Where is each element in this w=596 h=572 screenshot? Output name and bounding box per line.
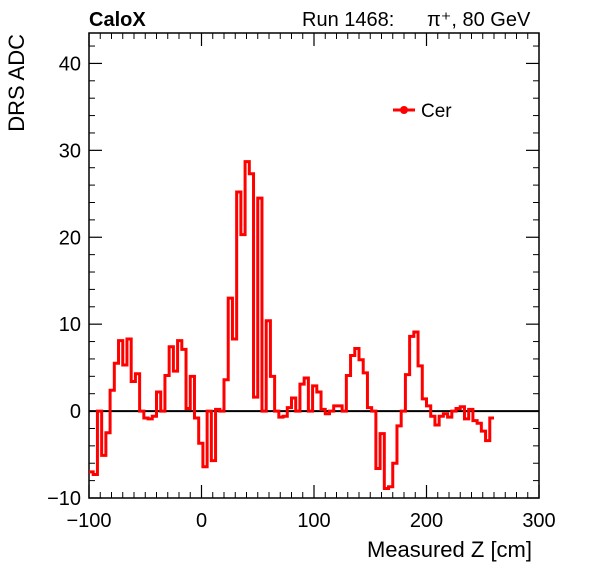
x-tick-label: −100 [66,510,111,532]
series-cer-histogram [89,160,494,490]
x-axis-label: Measured Z [cm] [367,537,532,562]
legend-cer-label: Cer [421,101,452,122]
x-tick-label: 0 [196,510,207,532]
chart-run-label: Run 1468: [302,9,394,31]
x-tick-label: 200 [410,510,443,532]
y-tick-label: 0 [70,401,81,423]
y-tick-label: −10 [47,488,81,510]
y-tick-label: 20 [59,227,81,249]
legend-cer-marker [400,106,408,114]
chart-corner-title: CaloX [89,9,146,31]
y-tick-label: 30 [59,140,81,162]
y-axis-label: DRS ADC [4,34,29,132]
legend: Cer [393,101,452,122]
y-tick-label: 10 [59,314,81,336]
x-tick-label: 100 [297,510,330,532]
chart-beam-label: π⁺, 80 GeV [427,9,531,31]
axis-ticks [88,33,540,499]
y-tick-label: 40 [59,53,81,75]
x-tick-label: 300 [522,510,555,532]
plot-frame [88,32,540,499]
